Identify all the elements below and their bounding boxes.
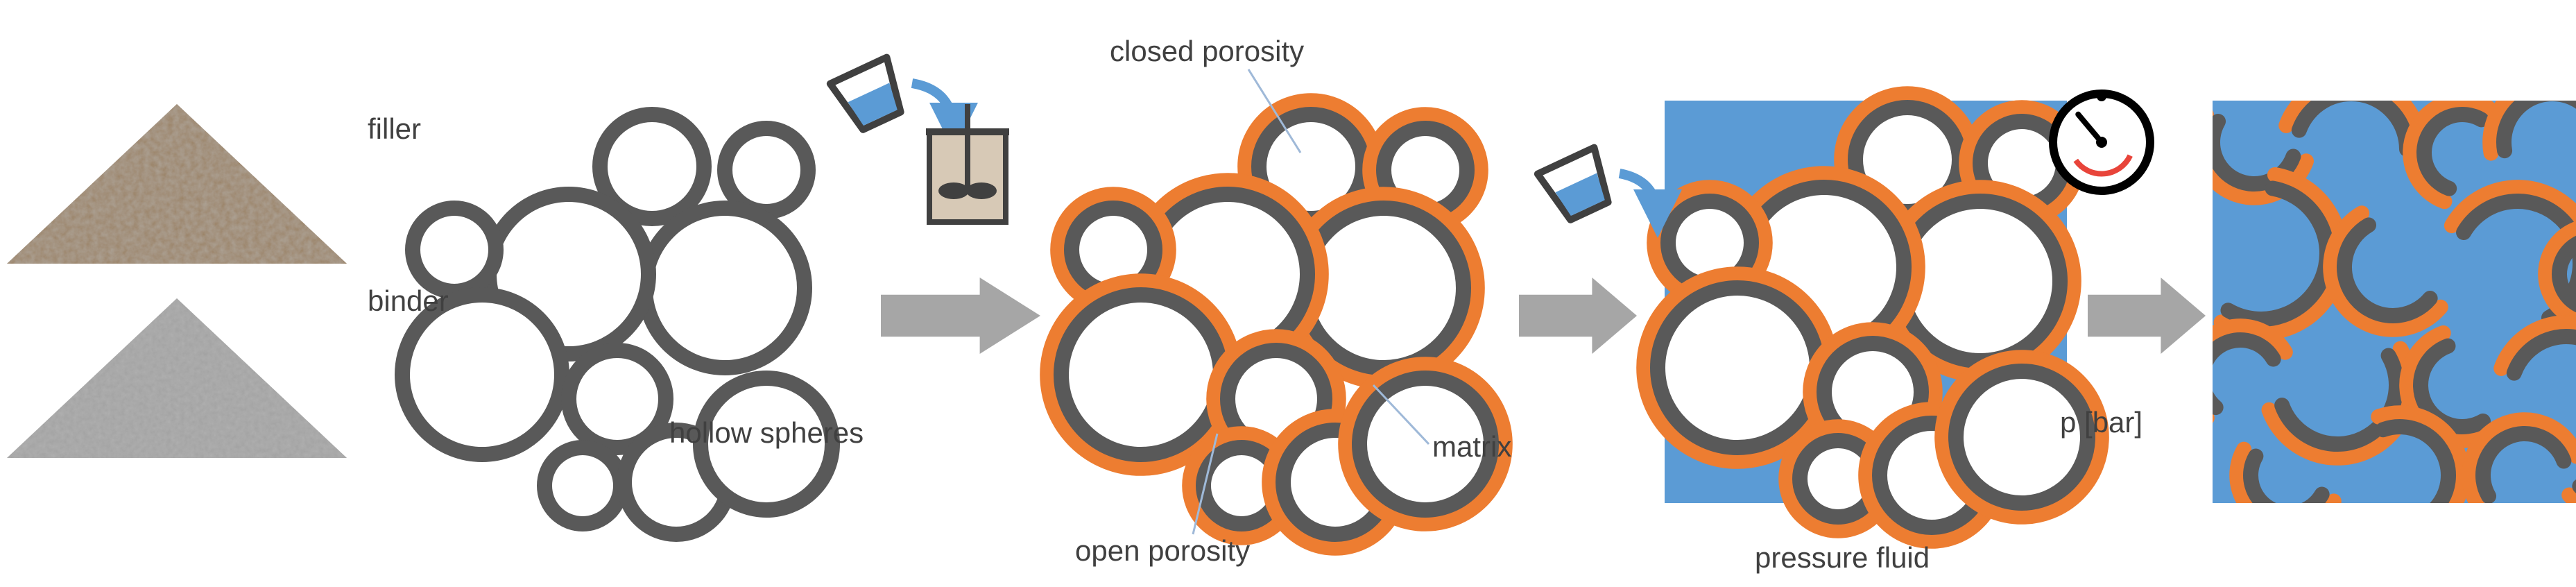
- sphere-cluster-stage3: [1644, 94, 2102, 541]
- pour-icon: [1538, 148, 1658, 225]
- process-arrow-icon: [2088, 278, 2206, 354]
- diagram-stage: filler binder hollow spheres closed poro…: [0, 0, 2576, 587]
- label-closed-porosity: closed porosity: [1110, 35, 1304, 68]
- filler-pile-icon: [7, 104, 347, 264]
- label-p-bar: p [bar]: [2060, 406, 2143, 439]
- binder-pile-icon: [7, 298, 347, 458]
- crushed-spheres: [2188, 80, 2576, 536]
- label-filler: filler: [368, 112, 421, 146]
- sphere-cluster-stage1: [402, 114, 832, 534]
- label-binder: binder: [368, 284, 449, 318]
- process-arrow-icon: [881, 278, 1040, 354]
- sphere-cluster-stage2: [1047, 101, 1505, 548]
- process-arrow-icon: [1519, 278, 1637, 354]
- label-matrix: matrix: [1432, 430, 1511, 463]
- pour-mix-icon: [830, 58, 1009, 222]
- pressure-gauge-icon: [2053, 92, 2150, 191]
- label-hollow-spheres: hollow spheres: [669, 416, 864, 450]
- label-pressure-fluid: pressure fluid: [1755, 541, 1930, 575]
- label-open-porosity: open porosity: [1075, 534, 1250, 568]
